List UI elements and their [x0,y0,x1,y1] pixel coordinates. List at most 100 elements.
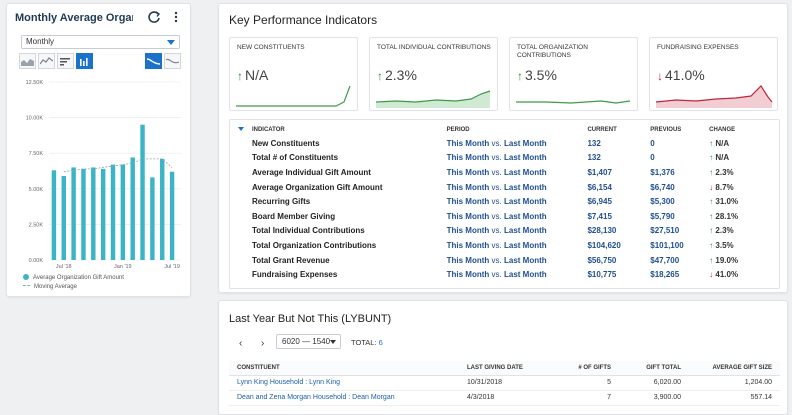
col-gift-total: GIFT TOTAL [619,361,689,376]
period-link[interactable]: This Month vs. Last Month [446,211,547,221]
arrow-down-icon: ↓ [657,69,663,83]
previous-value[interactable]: $1,376 [650,167,675,177]
period-link[interactable]: This Month vs. Last Month [446,226,547,236]
horizontal-bar-icon[interactable] [57,53,74,69]
sparkline [236,85,351,107]
card-title: Monthly Average Organiza [15,12,133,24]
previous-value[interactable]: $5,790 [650,211,675,221]
indicator-name: Total Grant Revenue [251,255,330,265]
gift-count: 5 [559,375,619,391]
previous-value[interactable]: $5,300 [650,197,675,207]
previous-value[interactable]: $18,265 [650,270,680,280]
constituent-link[interactable]: Lynn King Household : Lynn King [229,375,459,391]
col-period: PERIOD [446,126,470,133]
arrow-up-icon: ↑ [709,226,714,236]
previous-value[interactable]: 0 [650,138,655,148]
chevron-down-icon [330,340,336,344]
bar[interactable] [150,177,155,260]
bar[interactable] [81,168,86,260]
gift-total: 6,020.00 [619,375,689,391]
previous-value[interactable]: $47,700 [650,255,680,265]
current-value[interactable]: $6,154 [587,182,612,192]
bar[interactable] [71,167,76,260]
current-value[interactable]: $28,130 [587,226,617,236]
bar[interactable] [130,157,135,260]
col-indicator: INDICATOR [251,126,285,133]
x-tick-label: Jul '19 [164,264,180,270]
kpi-tile-new-constituents[interactable]: NEW CONSTITUENTS ↑ N/A [229,37,358,111]
bar[interactable] [140,124,145,260]
current-value[interactable]: $104,620 [587,240,621,250]
refresh-icon[interactable] [147,10,161,24]
x-axis: Jul '18 Jan '19 Jul '19 [56,264,180,270]
tile-label: TOTAL INDIVIDUAL CONTRIBUTIONS [377,44,491,51]
bar[interactable] [160,158,165,260]
bar[interactable] [120,164,126,260]
kpi-table-panel: INDICATOR PERIOD CURRENT PREVIOUS CHANGE… [229,119,780,289]
col-average-gift: AVERAGE GIFT SIZE [689,361,780,376]
table-row: Average Organization Gift Amount This Mon… [230,180,779,195]
monthly-average-card: Monthly Average Organiza Monthly 12.50K1… [6,3,191,297]
table-row[interactable]: Dean and Zena Morgan Household : Dean Mo… [229,390,780,406]
bar[interactable] [51,170,57,260]
current-value[interactable]: 132 [587,153,601,163]
arrow-up-icon: ↑ [709,211,714,221]
period-link[interactable]: This Month vs. Last Month [446,153,547,163]
more-options-icon[interactable] [171,10,181,24]
current-value[interactable]: $6,945 [587,197,612,207]
vertical-bar-icon[interactable] [76,53,93,69]
indicator-name: New Constituents [251,138,320,148]
current-value[interactable]: $1,407 [587,167,612,177]
arrow-up-icon: ↑ [709,138,714,148]
current-value[interactable]: $10,775 [587,270,617,280]
previous-value[interactable]: $6,740 [650,182,675,192]
card-title: Last Year But Not This (LYBUNT) [229,313,392,325]
chevron-left-icon[interactable]: ‹ [239,338,243,349]
kpi-card: Key Performance Indicators NEW CONSTITUE… [218,3,788,293]
period-link[interactable]: This Month vs. Last Month [446,167,547,177]
previous-value[interactable]: $27,510 [650,226,680,236]
line-chart-icon[interactable] [38,53,55,69]
period-link[interactable]: This Month vs. Last Month [446,182,547,192]
col-previous: PREVIOUS [650,126,682,133]
period-dropdown[interactable]: Monthly [21,35,180,49]
table-row[interactable]: Lynn King Household : Lynn King 10/31/201… [229,375,780,391]
bar[interactable] [169,171,175,260]
chevron-right-icon[interactable]: › [261,338,265,349]
kpi-tile-individual-contributions[interactable]: TOTAL INDIVIDUAL CONTRIBUTIONS ↑ 2.3% [369,37,498,111]
constituent-link[interactable]: Dean and Zena Morgan Household : Dean Mo… [229,390,459,406]
change-value: ↓ 8.7% [709,182,734,192]
table-row: New Constituents This Month vs. Last Mont… [230,136,779,151]
current-value[interactable]: $56,750 [587,255,617,265]
bar[interactable] [91,167,96,260]
previous-value[interactable]: 0 [650,153,655,163]
period-link[interactable]: This Month vs. Last Month [446,270,547,280]
kpi-tile-fundraising-expenses[interactable]: FUNDRAISING EXPENSES ↓ 41.0% [649,37,778,111]
tile-label: NEW CONSTITUENTS [237,44,305,51]
collapse-icon[interactable] [238,126,244,131]
curve-line-icon[interactable] [145,53,162,69]
current-value[interactable]: $7,415 [587,211,612,221]
indicator-name: Total Organization Contributions [251,240,377,250]
current-value[interactable]: 132 [587,138,601,148]
kpi-tile-organization-contributions[interactable]: TOTAL ORGANIZATION CONTRIBUTIONS ↑ 3.5% [509,37,638,111]
previous-value[interactable]: $101,100 [650,240,684,250]
bar[interactable] [100,168,106,260]
average-gift: 557.14 [689,390,780,406]
period-link[interactable]: This Month vs. Last Month [446,255,547,265]
change-value: ↑ N/A [709,153,730,163]
col-constituent: CONSTITUENT [229,361,459,376]
col-current: CURRENT [587,126,617,133]
tile-value: ↑ N/A [237,67,269,83]
card-title: Key Performance Indicators [229,13,378,27]
smooth-curve-icon[interactable] [164,53,181,69]
period-link[interactable]: This Month vs. Last Month [446,197,547,207]
period-link[interactable]: This Month vs. Last Month [446,138,547,148]
bar[interactable] [61,175,66,260]
period-link[interactable]: This Month vs. Last Month [446,240,547,250]
area-chart-icon[interactable] [19,53,36,69]
range-dropdown[interactable]: 6020 — 1540 [276,334,341,349]
change-value: ↑ N/A [709,138,730,148]
indicator-name: Recurring Gifts [251,197,311,207]
bar[interactable] [110,164,116,260]
